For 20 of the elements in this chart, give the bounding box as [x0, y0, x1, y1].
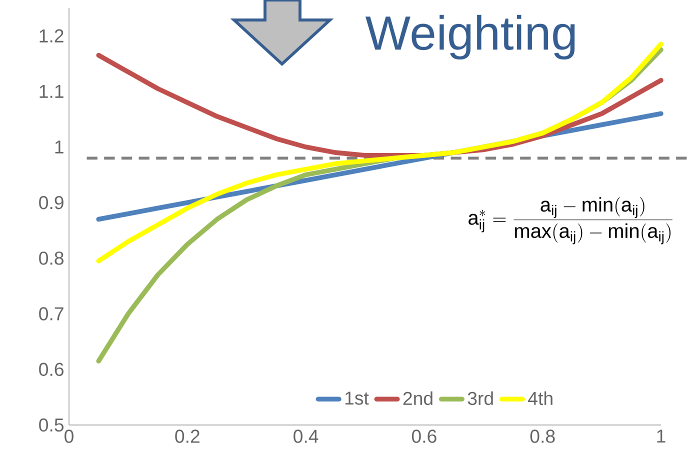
annotation: Weighting	[365, 14, 575, 60]
y-tick-label: 1.1	[40, 84, 64, 98]
y-tick-label: 1.2	[40, 29, 64, 42]
annotation: $\mathrm{a}^{*}_{\mathrm{ij}} = \frac{\mathrm{a}_{\mathrm{ij}} - \min(\mathrm{a}_{\mathrm{ij}})}{\max(\mathrm{a}_{\mathrm{ij}}) - \min(\mathrm{a}_{\mathrm{ij}})}$	[468, 197, 672, 244]
x-tick-label: 1	[657, 430, 666, 443]
x-tick-label: 0.4	[294, 430, 318, 443]
legend-label: 3rd	[468, 391, 493, 406]
y-tick-label: 0.7	[39, 307, 64, 320]
x-tick-label: 0	[64, 430, 74, 443]
y-tick-label: 0.6	[39, 362, 64, 376]
y-tick-label: 1	[55, 140, 64, 154]
legend-label: 1st	[345, 392, 369, 405]
y-tick-label: 0.5	[39, 418, 64, 432]
y-tick-label: 0.9	[39, 196, 64, 210]
legend-label: 2nd	[403, 391, 432, 406]
x-tick-label: 0.8	[530, 430, 555, 443]
y-tick-label: 0.8	[39, 252, 64, 265]
legend-label: 4th	[528, 391, 552, 406]
x-tick-label: 0.6	[412, 430, 436, 443]
x-tick-label: 0.2	[175, 430, 200, 443]
